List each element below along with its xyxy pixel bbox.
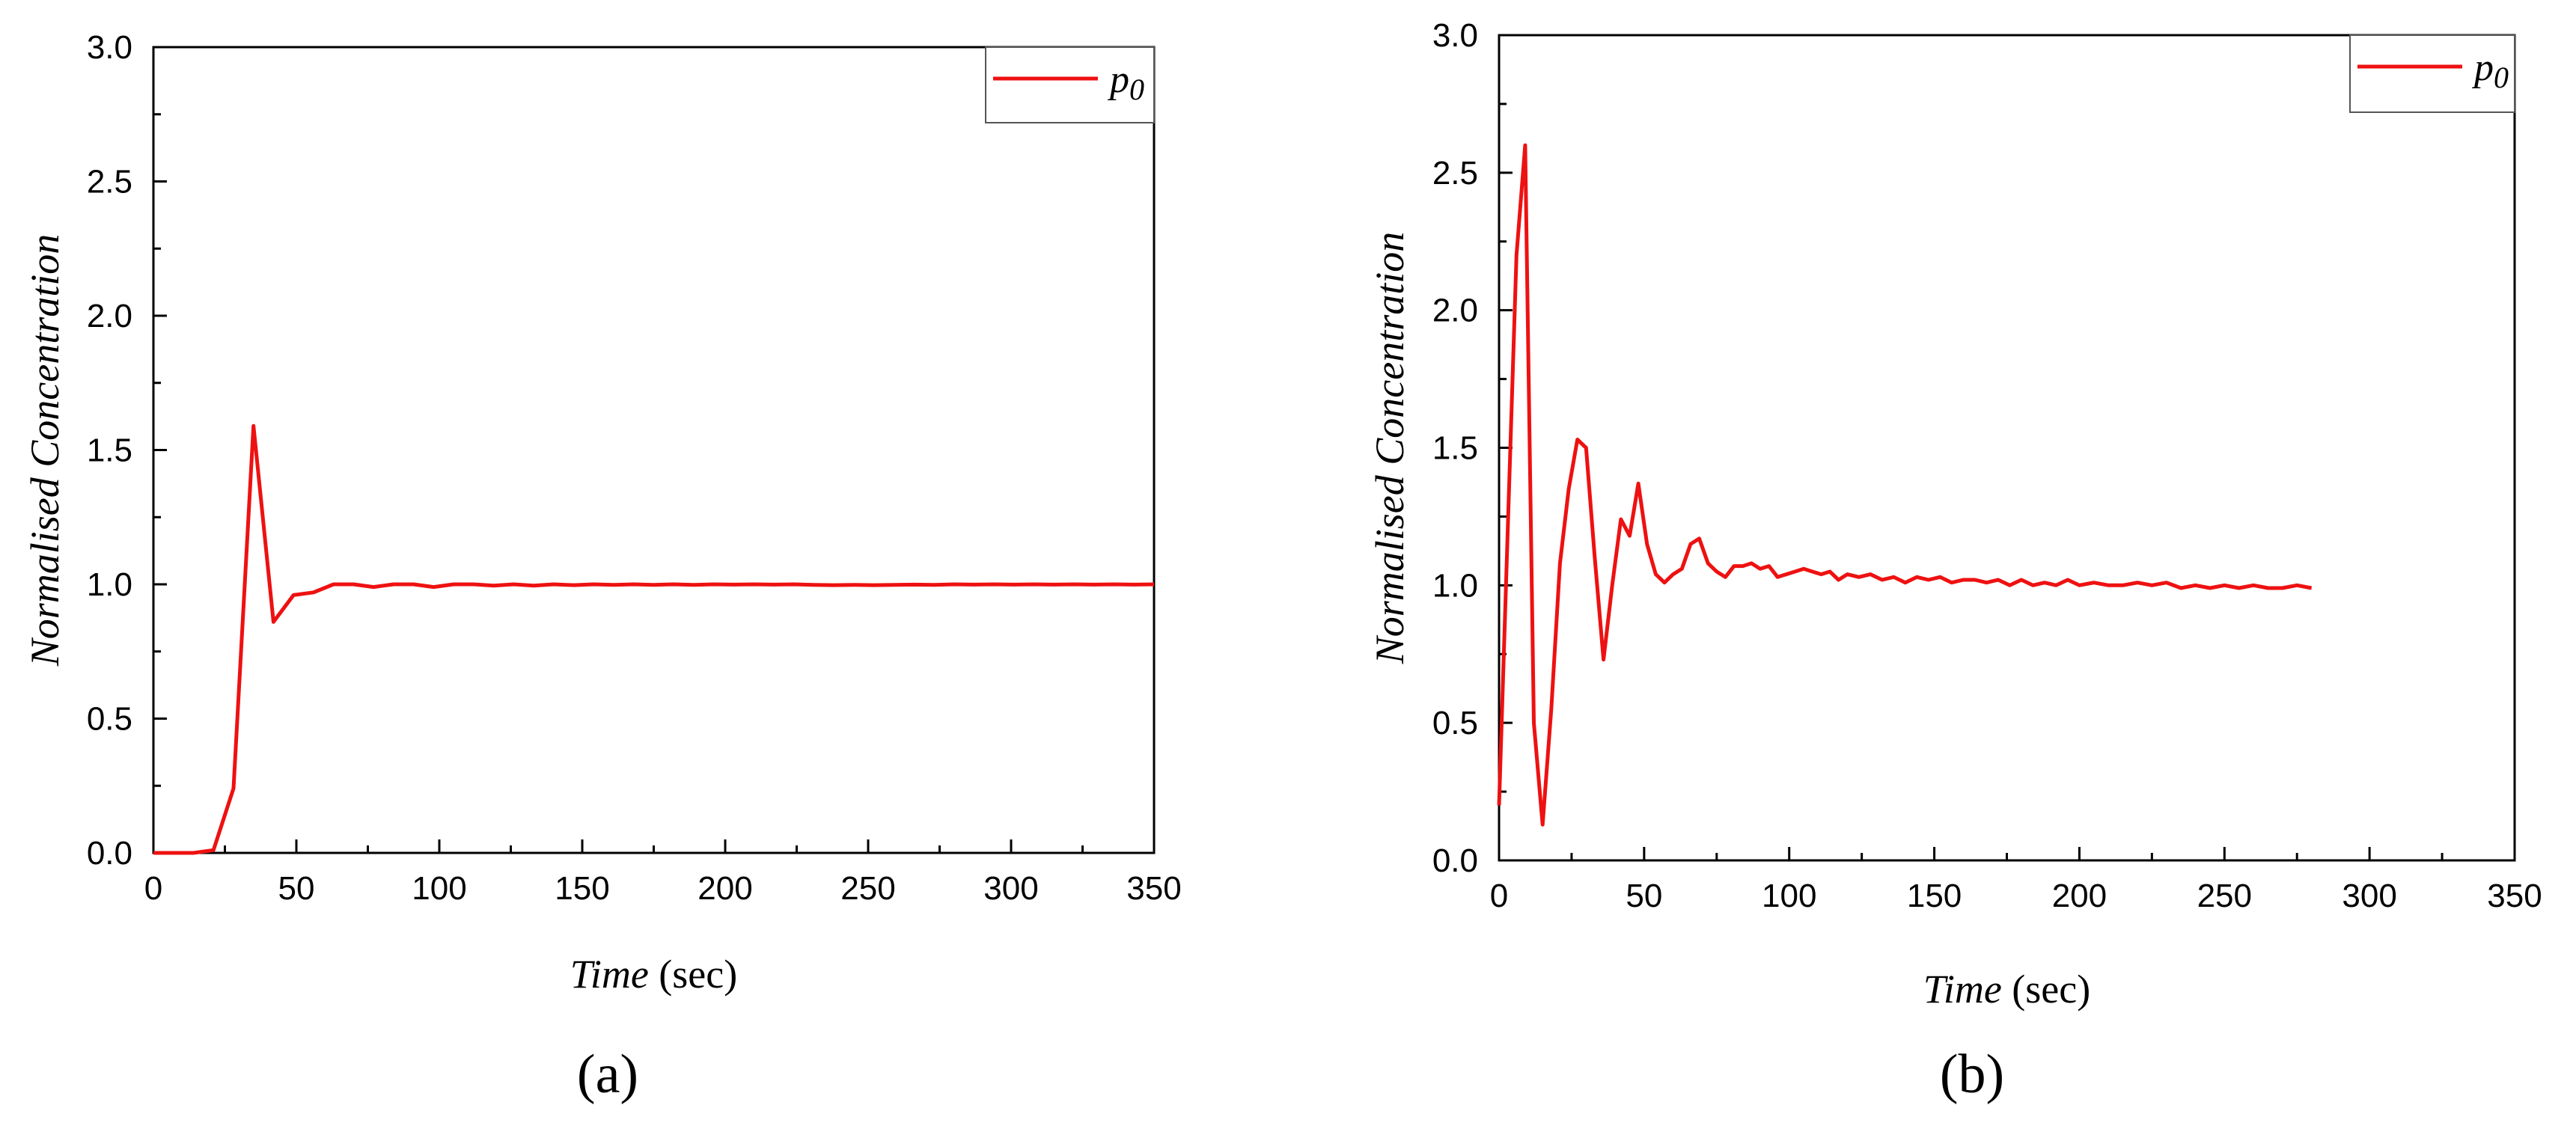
y-tick-label: 1.5 [87,432,132,469]
y-tick-label: 2.5 [1432,155,1478,192]
x-tick-label: 350 [1126,870,1181,907]
x-tick-label: 200 [698,870,752,907]
y-tick-label: 3.0 [1432,17,1478,54]
legend-box [985,46,1155,123]
x-tick-label: 0 [1490,878,1508,914]
chart-panel-b: 0 50 100 150 200 250 300 350 0.0 0.5 1.0 1.5 2.0 2.5 3… [1367,17,2542,1105]
y-tick-label: 1.0 [87,566,132,603]
x-tick-label: 350 [2487,878,2542,914]
legend-label: p0 [1107,58,1144,106]
x-tick-label: 300 [2342,878,2396,914]
y-tick-label: 2.5 [87,164,132,201]
y-tick-label: 0.5 [1432,705,1478,741]
y-tick-label: 0.5 [87,701,132,738]
panel-label: (a) [577,1044,638,1105]
plot-frame [1498,34,2516,862]
y-tick-label: 2.0 [87,298,132,334]
y-tick-label: 2.0 [1432,293,1478,329]
x-tick-label: 100 [412,870,466,907]
plot-frame [152,46,1156,854]
x-axis-title: Time (sec) [1923,967,2090,1012]
x-tick-label: 250 [2197,878,2252,914]
panel-label: (b) [1940,1044,2004,1105]
y-tick-label: 3.0 [87,29,132,66]
y-axis-title: Normalised Concentration [22,234,67,667]
y-tick-label: 1.0 [1432,567,1478,604]
series-line-p0 [1497,143,2313,827]
x-tick-label: 150 [555,870,609,907]
y-tick-label: 0.0 [87,835,132,872]
x-tick-label: 50 [278,870,315,907]
x-tick-label: 100 [1762,878,1816,914]
legend-box [2349,34,2515,113]
chart-panel-a: 0 50 100 150 200 250 300 350 0.0 0.5 1.0 1.5 2.0 2.5 3… [22,29,1182,1105]
legend-label: p0 [2471,46,2509,94]
y-tick-label: 1.5 [1432,430,1478,467]
x-axis-title: Time (sec) [570,952,737,997]
x-tick-label: 50 [1626,878,1662,914]
x-tick-label: 150 [1907,878,1962,914]
x-tick-label: 250 [840,870,895,907]
x-tick-label: 300 [983,870,1038,907]
y-axis-title: Normalised Concentration [1367,232,1412,665]
x-tick-label: 0 [144,870,162,907]
series-line-p0 [153,423,1155,855]
y-tick-label: 0.0 [1432,842,1478,879]
x-tick-label: 200 [2052,878,2107,914]
